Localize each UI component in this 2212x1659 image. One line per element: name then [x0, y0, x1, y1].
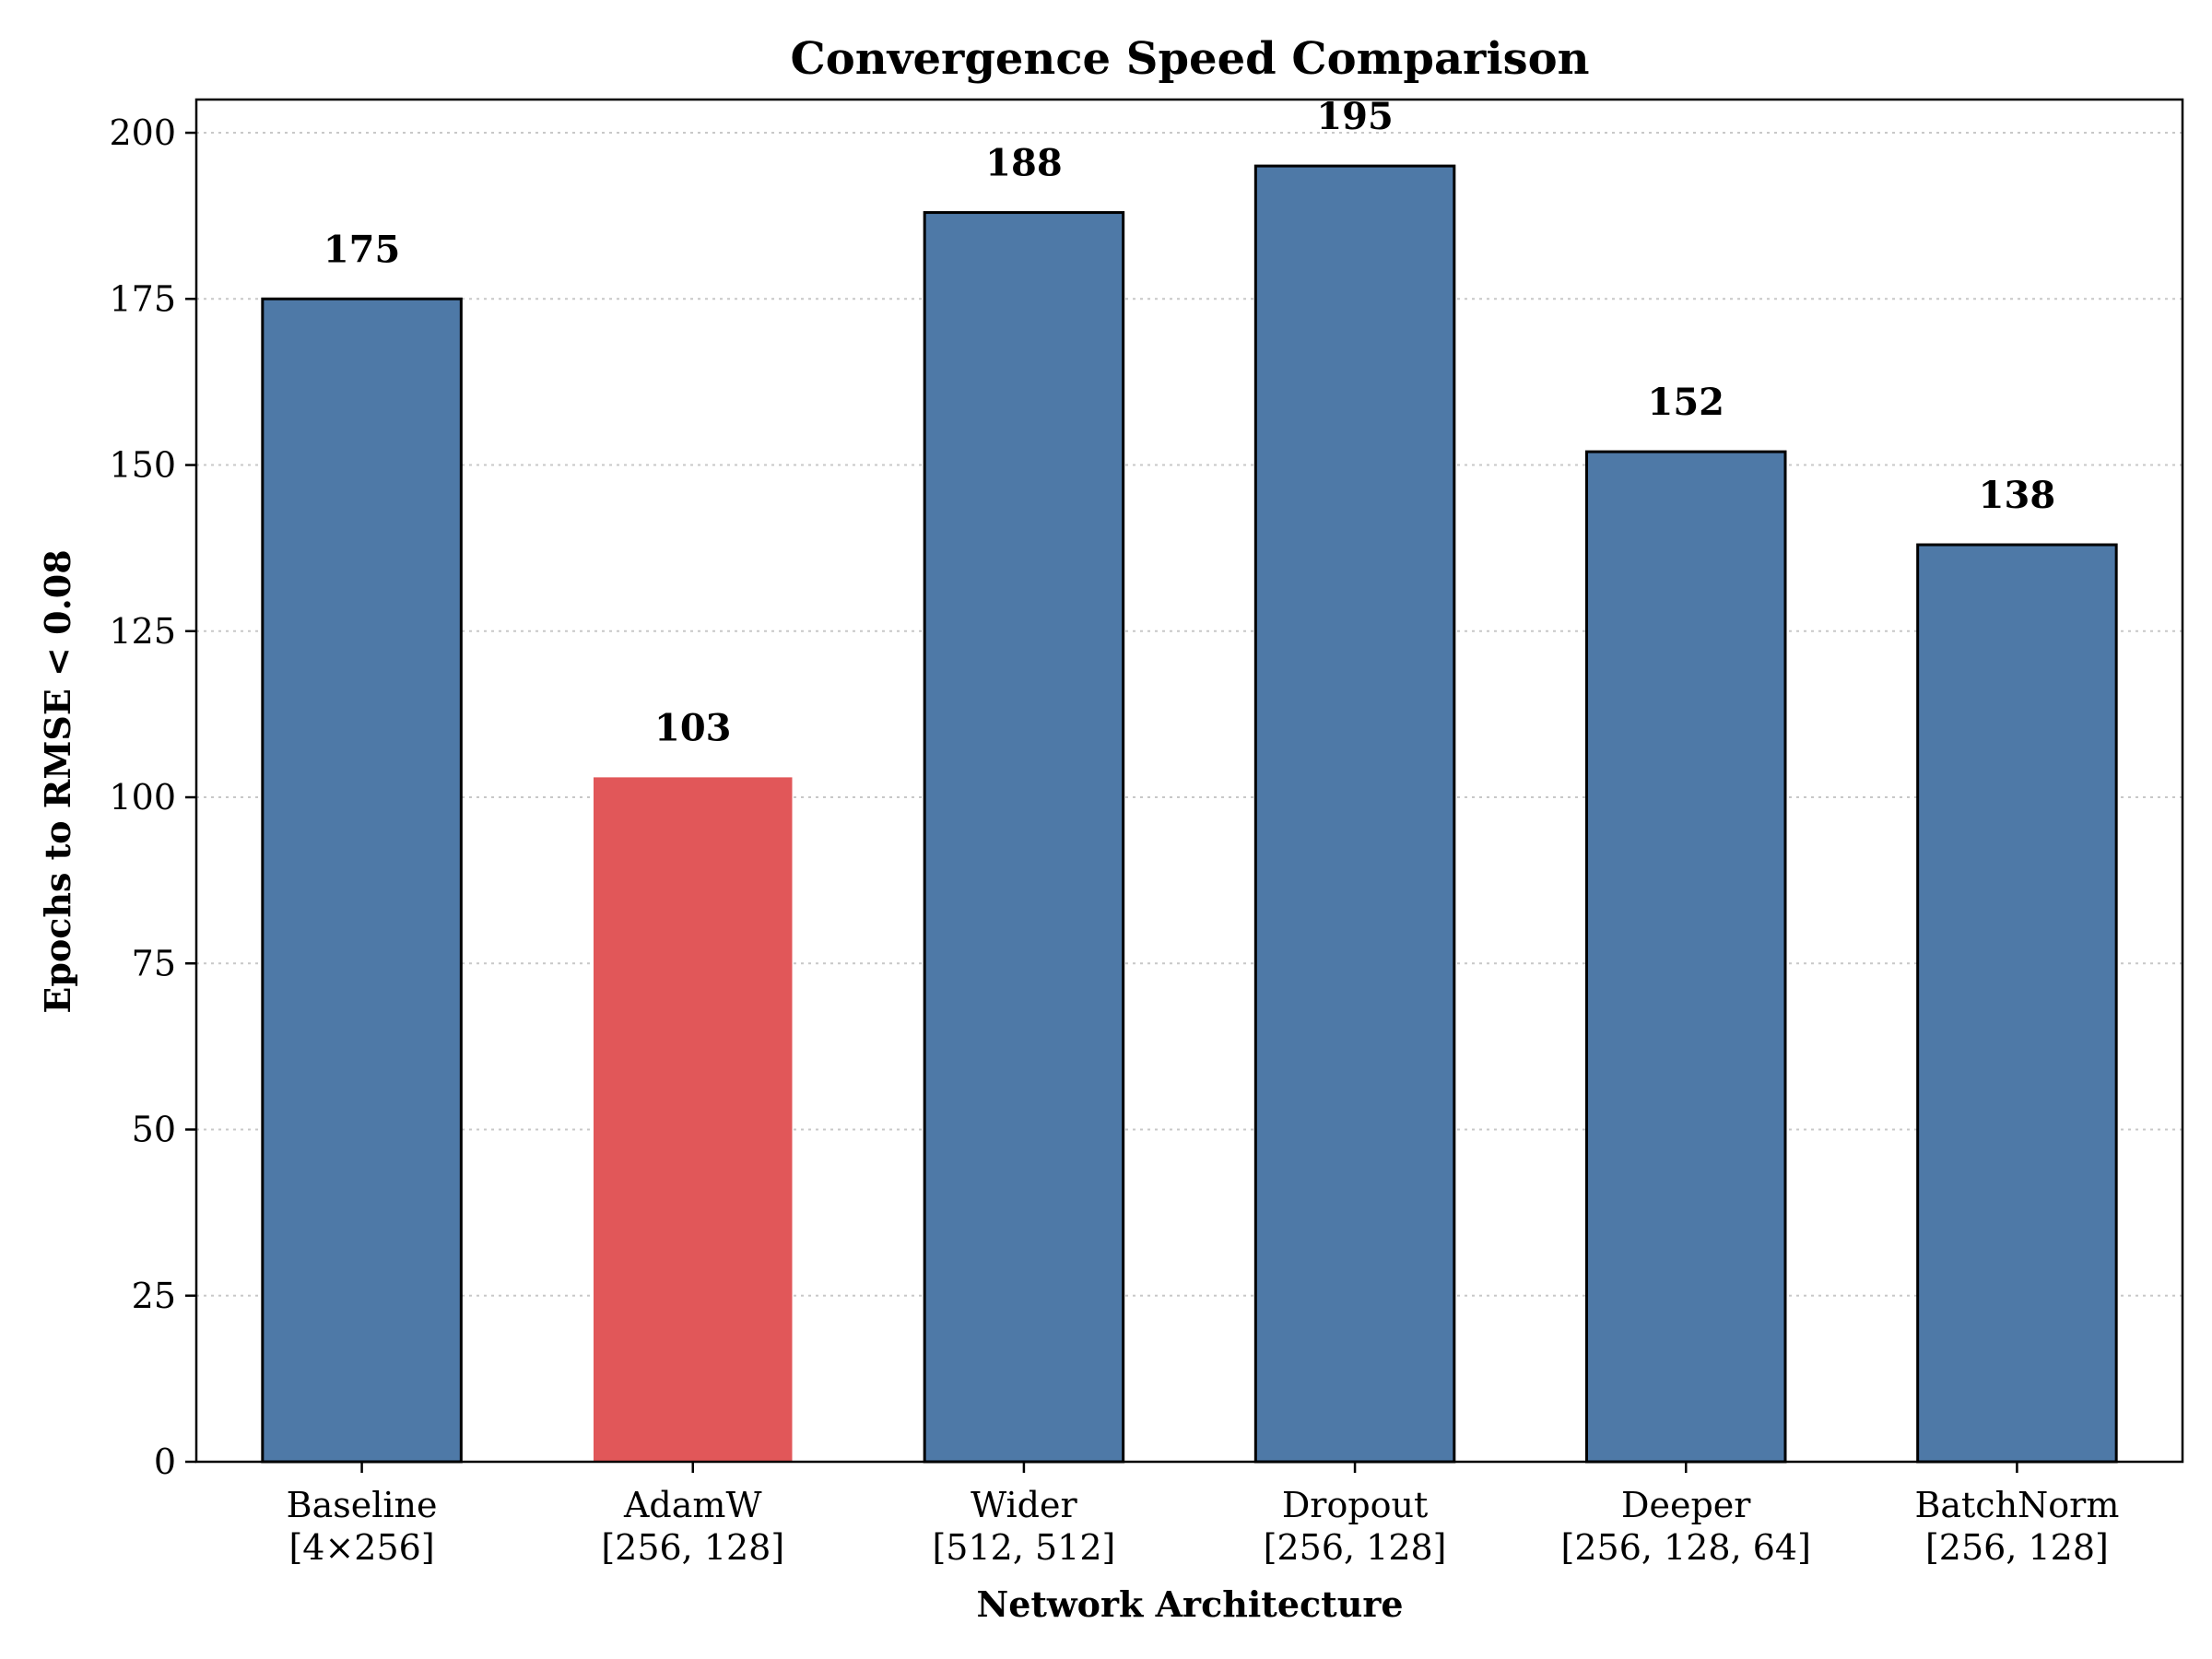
y-tick-label: 125: [109, 611, 176, 652]
x-tick-label: Wider: [971, 1485, 1077, 1525]
x-axis-ticks: Baseline[4×256]AdamW[256, 128]Wider[512,…: [287, 1462, 2119, 1568]
data-label: 195: [1316, 95, 1394, 138]
bar-baseline: [261, 297, 463, 1464]
data-label: 103: [654, 706, 732, 749]
bar-dropout: [1253, 164, 1456, 1464]
bar-batchnorm: [1916, 543, 2118, 1464]
x-tick-label: AdamW: [623, 1485, 762, 1525]
y-axis-ticks: 0 25 50 75 100 125 150 175 200: [109, 112, 196, 1482]
bar-adamw: [594, 777, 793, 1462]
data-label: 138: [1979, 474, 2056, 517]
bar-wider: [923, 211, 1125, 1464]
grid-lines: [196, 132, 2183, 1463]
y-tick-label: 25: [132, 1276, 176, 1316]
plot-frame: [194, 98, 2184, 1464]
y-tick-label: 175: [109, 278, 176, 319]
data-label: 175: [324, 228, 401, 271]
x-tick-sublabel: [256, 128]: [1925, 1527, 2109, 1568]
x-tick-sublabel: [4×256]: [288, 1527, 434, 1568]
x-axis-label: Network Architecture: [976, 1583, 1403, 1625]
data-labels: 175 103 188 195 152 138: [324, 95, 2055, 749]
chart-title: Convergence Speed Comparison: [790, 33, 1589, 85]
y-axis-label: Epochs to RMSE < 0.08: [37, 549, 78, 1013]
x-tick-sublabel: [256, 128]: [1264, 1527, 1447, 1568]
data-label: 152: [1648, 381, 1725, 424]
bars: [261, 164, 2118, 1464]
y-tick-label: 0: [154, 1441, 176, 1482]
x-tick-label: Baseline: [287, 1485, 438, 1525]
y-tick-label: 75: [132, 943, 176, 983]
x-tick-label: Deeper: [1621, 1485, 1751, 1525]
y-tick-label: 200: [109, 112, 176, 153]
y-tick-label: 100: [109, 777, 176, 818]
x-tick-label: BatchNorm: [1914, 1485, 2119, 1525]
y-tick-label: 150: [109, 445, 176, 486]
data-label: 188: [985, 142, 1063, 185]
bar-deeper: [1585, 450, 1787, 1464]
x-tick-sublabel: [256, 128, 64]: [1561, 1527, 1811, 1568]
x-tick-sublabel: [256, 128]: [601, 1527, 784, 1568]
x-tick-label: Dropout: [1282, 1485, 1428, 1525]
x-tick-sublabel: [512, 512]: [932, 1527, 1115, 1568]
y-tick-label: 50: [132, 1110, 176, 1150]
